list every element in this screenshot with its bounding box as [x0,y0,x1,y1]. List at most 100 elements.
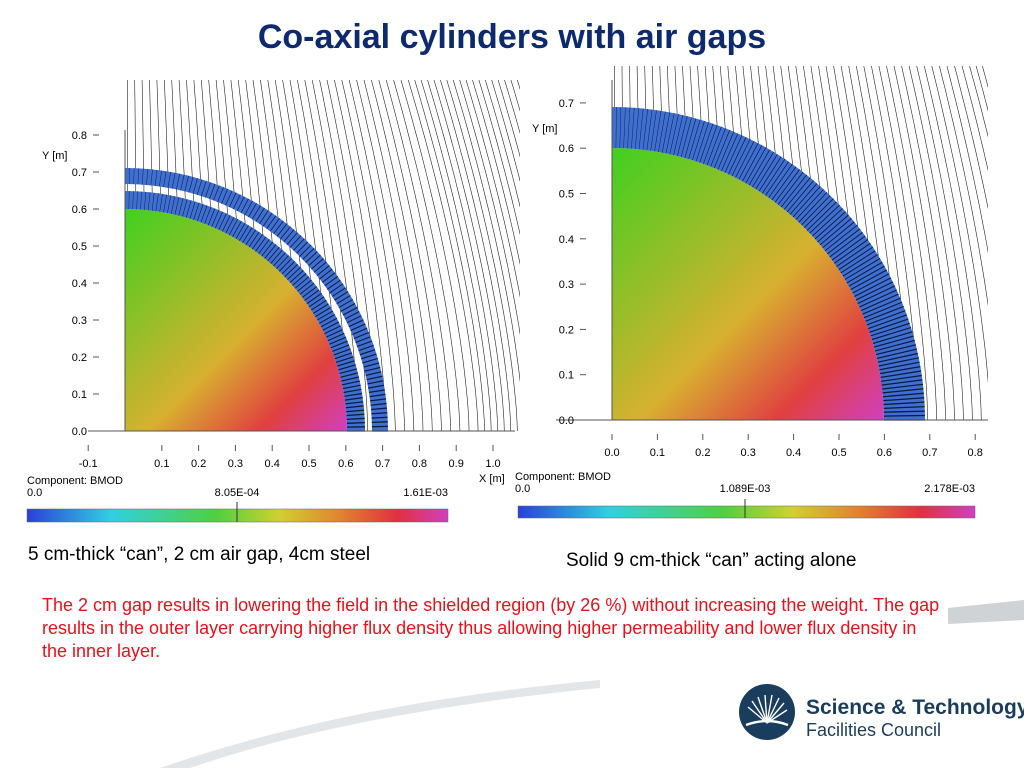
field-line [1020,66,1024,420]
field-line [465,80,520,298]
right-scale-min: 0.0 [515,483,530,495]
x-tick-label: 0.3 [741,447,756,459]
right-scale-max: 2.178E-03 [924,483,975,495]
x-tick-label: 0.1 [154,458,169,470]
field-line [472,80,520,265]
field-line [995,66,1024,420]
y-tick-label: 0.0 [72,426,87,438]
y-tick-label: 0.7 [72,167,87,179]
y-tick-label: 0.0 [559,415,574,427]
stfc-logo-icon [739,684,795,740]
left-plot-caption: 5 cm-thick “can”, 2 cm air gap, 4cm stee… [28,544,371,565]
field-line [440,80,512,431]
field-line [886,66,937,420]
x-tick-label: -0.1 [79,458,98,470]
right-y-axis-label: Y [m] [532,123,557,135]
field-line [491,80,520,182]
y-tick-label: 0.3 [559,279,574,291]
field-line [893,66,946,420]
field-line [1007,66,1024,420]
field-line [939,66,988,307]
left-field-plot: 0.0 0.1 0.2 0.3 0.4 0.5 0.6 0.7 0.8 -0.1 0.1 0.2 0.… [26,80,520,523]
field-line [363,80,424,431]
y-tick-label: 0.8 [72,130,87,142]
field-line [916,66,973,420]
field-line [348,80,405,431]
left-component-label: Component: BMOD [27,475,123,487]
x-tick-label: 0.0 [604,447,619,459]
y-tick-label: 0.5 [72,241,87,253]
right-field-plot: 0.0 0.1 0.2 0.3 0.4 0.5 0.6 0.7 0.0 0.1 0.2 0.3 0.4… [515,66,1024,519]
slide-title: Co-axial cylinders with air gaps [257,18,767,56]
x-tick-label: 0.8 [968,447,983,459]
x-tick-label: 0.9 [449,458,464,470]
y-tick-label: 0.6 [72,204,87,216]
y-tick-label: 0.2 [72,352,87,364]
decorative-swoosh [160,600,1024,768]
field-line [975,66,988,112]
x-tick-label: 0.7 [375,458,390,470]
left-scale-min: 0.0 [27,487,42,499]
x-tick-label: 0.4 [786,447,801,459]
field-line [446,80,518,431]
field-line [946,66,988,254]
x-tick-label: 0.6 [338,458,353,470]
x-tick-label: 0.5 [301,458,316,470]
field-line [1014,66,1024,420]
y-tick-label: 0.1 [72,389,87,401]
y-tick-label: 0.1 [559,370,574,382]
field-line [982,66,988,88]
x-tick-label: 0.7 [922,447,937,459]
field-line [385,80,451,431]
x-tick-label: 1.0 [485,458,500,470]
field-line [901,66,955,420]
field-line [433,80,505,431]
field-line [334,80,387,431]
y-tick-label: 0.5 [559,189,574,201]
field-line [452,80,520,383]
y-tick-label: 0.7 [559,98,574,110]
right-steel-hatching [611,106,926,421]
right-solid-can [612,107,925,420]
field-line [931,66,988,384]
field-line [969,66,988,138]
field-line [400,80,470,431]
left-steel-hatching [124,167,389,432]
field-line [341,80,396,431]
logo-line-1: Science & Technology [806,696,1024,719]
field-line [319,80,368,431]
explanation-note: The 2 cm gap results in lowering the fie… [42,595,940,661]
y-tick-label: 0.4 [72,278,87,290]
y-tick-label: 0.3 [72,315,87,327]
field-line [485,80,520,208]
field-line [954,66,988,210]
field-line [393,80,461,431]
field-line [1001,66,1024,420]
x-tick-label: 0.2 [191,458,206,470]
x-tick-label: 0.6 [877,447,892,459]
left-x-axis-label: X [m] [479,473,505,485]
field-line [478,80,520,236]
left-inner-region [125,209,347,431]
field-line [924,66,982,420]
x-tick-label: 0.4 [265,458,280,470]
left-scale-max: 1.61E-03 [403,487,448,499]
field-line [427,80,499,431]
right-color-bar [517,505,976,519]
right-component-label: Component: BMOD [515,471,611,483]
y-tick-label: 0.2 [559,324,574,336]
right-plot-caption: Solid 9 cm-thick “can” acting alone [566,550,857,571]
x-tick-label: 0.1 [650,447,665,459]
left-scale-mid: 8.05E-04 [215,487,260,499]
field-line [878,66,928,420]
right-scale-mid: 1.089E-03 [720,483,771,495]
field-line [414,80,485,431]
field-line [420,80,492,431]
field-line [459,80,520,335]
field-line [378,80,442,431]
right-inner-region [612,148,884,420]
y-tick-label: 0.4 [559,234,574,246]
field-line [497,80,520,158]
field-line [961,66,988,171]
field-line [408,80,479,431]
